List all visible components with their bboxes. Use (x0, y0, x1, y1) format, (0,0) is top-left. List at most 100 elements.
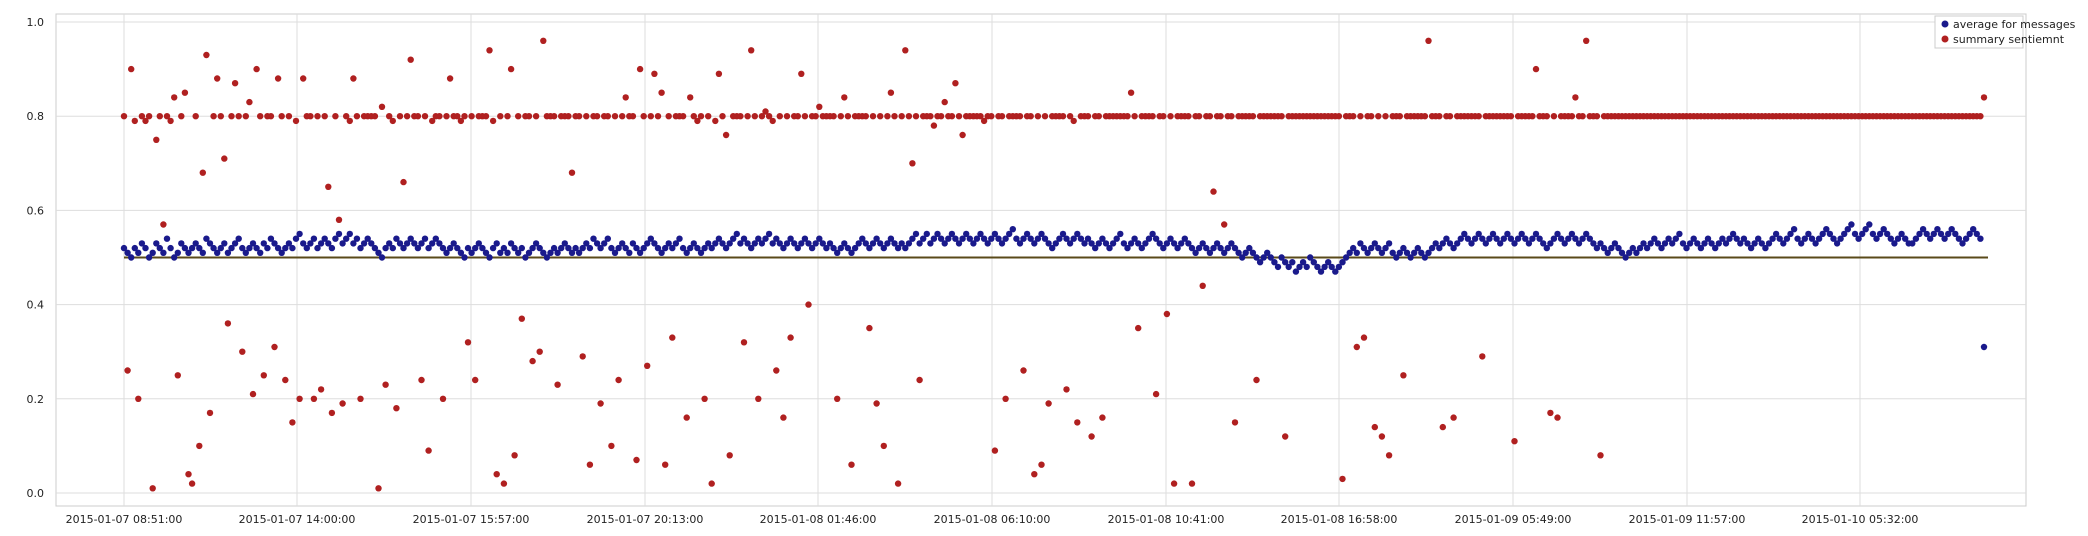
summary-point (651, 70, 658, 78)
average-point (504, 249, 511, 256)
summary-point (375, 485, 382, 492)
average-point (1393, 254, 1400, 261)
summary-point (816, 103, 823, 111)
summary-point (278, 113, 285, 120)
average-point (1697, 244, 1705, 252)
summary-point (163, 113, 171, 120)
average-point (769, 240, 776, 247)
x-tick-label: 2015-01-07 08:51:00 (66, 513, 183, 526)
summary-point (335, 216, 343, 223)
average-point (1873, 235, 1880, 242)
summary-point (1199, 282, 1206, 289)
average-point (966, 235, 973, 242)
average-point (561, 240, 568, 247)
summary-point (145, 113, 153, 120)
average-point (1353, 249, 1361, 256)
summary-point (1396, 113, 1404, 120)
summary-point (371, 113, 379, 120)
average-point (1504, 230, 1511, 238)
summary-point (873, 400, 880, 407)
average-point (300, 240, 307, 247)
summary-point (120, 113, 128, 120)
average-point (203, 235, 210, 242)
summary-point (1002, 395, 1009, 402)
summary-point (540, 37, 547, 44)
summary-point (289, 419, 296, 426)
summary-point (1124, 113, 1131, 120)
average-point (1167, 235, 1174, 242)
average-point (1966, 230, 1973, 238)
average-point (368, 240, 375, 247)
average-point (1242, 249, 1249, 256)
average-point (841, 240, 848, 247)
summary-point (206, 409, 214, 417)
average-point (1296, 263, 1303, 271)
average-point (1855, 235, 1862, 242)
average-point (1955, 235, 1963, 242)
summary-point (640, 113, 647, 120)
summary-point (414, 113, 422, 120)
average-point (414, 244, 422, 252)
y-tick-label: 0.2 (27, 393, 45, 406)
summary-point (952, 80, 959, 87)
average-point (740, 235, 748, 242)
summary-point (532, 113, 540, 120)
summary-point (1231, 419, 1239, 426)
summary-point (1149, 113, 1156, 120)
summary-point (1400, 372, 1407, 379)
summary-point (418, 376, 425, 384)
summary-point (1357, 113, 1364, 120)
average-point (515, 249, 522, 256)
summary-point (697, 113, 705, 120)
summary-point (669, 334, 676, 341)
average-point (794, 244, 801, 252)
average-point (199, 249, 206, 256)
average-point (1407, 254, 1414, 261)
average-point (565, 244, 572, 252)
average-point (902, 244, 909, 252)
average-point (1131, 235, 1138, 242)
average-point (446, 244, 454, 252)
average-point (457, 249, 465, 256)
summary-point (493, 471, 500, 478)
average-point (1052, 240, 1060, 247)
summary-point (1368, 113, 1375, 120)
average-point (644, 240, 651, 247)
average-point (274, 244, 282, 252)
average-point (1572, 235, 1579, 242)
summary-point (565, 113, 572, 120)
average-point (751, 240, 758, 247)
average-point (1977, 235, 1984, 242)
average-point (744, 240, 751, 247)
average-point (1529, 235, 1536, 242)
average-point (1170, 240, 1178, 247)
summary-point (1099, 414, 1106, 421)
y-tick-label: 1.0 (27, 16, 45, 29)
x-tick-label: 2015-01-08 16:58:00 (1281, 513, 1398, 526)
average-point (314, 244, 321, 252)
average-point (1812, 240, 1819, 247)
average-point (475, 240, 482, 247)
average-point (1952, 230, 1959, 238)
summary-point (841, 94, 848, 101)
average-point (1500, 235, 1508, 242)
average-point (235, 235, 242, 242)
summary-point (941, 98, 948, 106)
average-point (196, 244, 203, 252)
summary-point (153, 136, 160, 143)
average-point (1246, 244, 1253, 252)
summary-point (834, 395, 841, 402)
average-point (135, 249, 142, 256)
summary-point (199, 169, 206, 176)
average-point (1514, 235, 1522, 242)
summary-point (446, 75, 454, 82)
average-point (1640, 240, 1647, 247)
average-point (905, 240, 913, 247)
summary-point (773, 367, 780, 374)
average-point (1747, 244, 1755, 252)
average-point (973, 235, 981, 242)
summary-point (1185, 113, 1192, 120)
average-point (679, 244, 687, 252)
summary-point (701, 395, 708, 402)
